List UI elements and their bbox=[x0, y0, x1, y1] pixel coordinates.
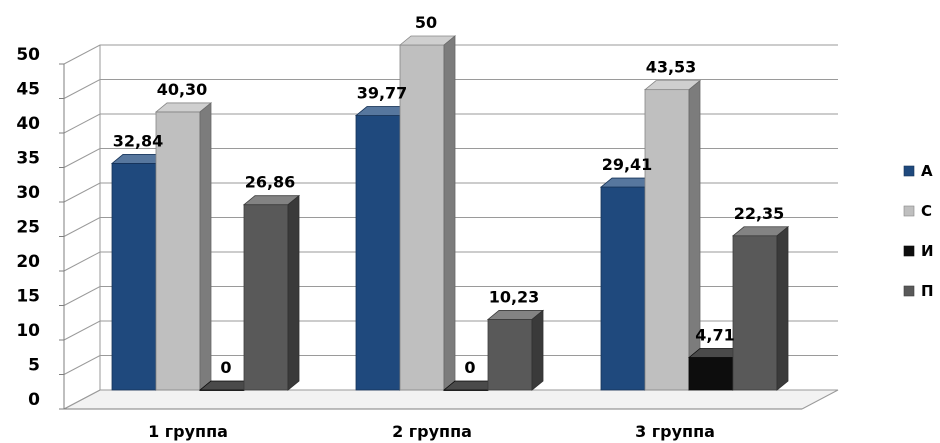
y-tick-label: 30 bbox=[16, 183, 40, 203]
data-labels: 32,84 40,30 0 26,86 39,77 50 0 10,23 29,41 43,53 4… bbox=[113, 13, 785, 377]
bar bbox=[154, 102, 213, 391]
gridlines bbox=[63, 44, 839, 410]
y-tick-label: 0 bbox=[28, 390, 40, 410]
y-tick-label: 40 bbox=[16, 114, 40, 134]
data-label: 29,41 bbox=[602, 155, 653, 174]
data-label: 32,84 bbox=[113, 131, 164, 150]
bar-front bbox=[111, 163, 157, 391]
bar-side bbox=[531, 309, 544, 391]
y-tick-label: 10 bbox=[16, 321, 40, 341]
bar-front bbox=[155, 111, 201, 391]
y-tick-label: 35 bbox=[16, 149, 40, 169]
data-label: 0 bbox=[220, 358, 231, 377]
bar bbox=[643, 79, 702, 391]
bar bbox=[242, 194, 301, 391]
floor bbox=[63, 389, 839, 410]
y-axis: 0 5 10 15 20 25 30 35 40 45 50 bbox=[16, 45, 802, 410]
legend-item: А bbox=[903, 162, 933, 180]
data-label: 4,71 bbox=[695, 326, 734, 345]
bar-front bbox=[487, 319, 533, 391]
legend-item: П bbox=[903, 282, 934, 300]
y-tick-label: 25 bbox=[16, 218, 40, 238]
bar-side bbox=[443, 35, 456, 391]
data-label: 39,77 bbox=[357, 84, 408, 103]
legend-swatch bbox=[903, 165, 915, 177]
bar-side bbox=[776, 225, 789, 391]
data-label: 10,23 bbox=[489, 287, 540, 306]
y-tick-label: 15 bbox=[16, 287, 40, 307]
legend-label: И bbox=[921, 242, 934, 260]
y-tick-label: 20 bbox=[16, 252, 40, 272]
data-label: 50 bbox=[415, 13, 437, 32]
bar-front bbox=[732, 235, 778, 391]
data-label: 26,86 bbox=[245, 173, 296, 192]
bar-front bbox=[243, 204, 289, 391]
bar-side bbox=[199, 102, 212, 391]
legend-item: С bbox=[903, 202, 932, 220]
data-label: 40,30 bbox=[157, 80, 208, 99]
legend-swatch bbox=[903, 245, 915, 257]
bar-front bbox=[399, 44, 445, 391]
bar bbox=[731, 225, 790, 391]
x-axis-labels: 1 группа 2 группа 3 группа bbox=[148, 422, 715, 441]
bar-front bbox=[355, 115, 401, 391]
data-label: 22,35 bbox=[734, 204, 785, 223]
y-tick-label: 45 bbox=[16, 80, 40, 100]
bar bbox=[486, 309, 545, 391]
bar bbox=[398, 35, 457, 391]
category-label: 1 группа bbox=[148, 422, 228, 441]
y-tick-label: 50 bbox=[16, 45, 40, 65]
legend-label: П bbox=[921, 282, 934, 300]
legend-swatch bbox=[903, 205, 915, 217]
legend-item: И bbox=[903, 242, 934, 260]
category-label: 2 группа bbox=[392, 422, 472, 441]
bars bbox=[110, 35, 790, 391]
bar-side bbox=[287, 194, 300, 391]
bar bbox=[442, 380, 501, 391]
bar-front bbox=[600, 186, 646, 391]
legend-swatch bbox=[903, 285, 915, 297]
legend: А С И П bbox=[903, 162, 934, 300]
y-tick-label: 5 bbox=[28, 356, 40, 376]
bar-front bbox=[688, 357, 734, 391]
bar bbox=[198, 380, 257, 391]
data-label: 43,53 bbox=[646, 58, 697, 77]
legend-label: А bbox=[921, 162, 933, 180]
legend-label: С bbox=[921, 202, 932, 220]
data-label: 0 bbox=[464, 358, 475, 377]
category-label: 3 группа bbox=[635, 422, 715, 441]
bar-front bbox=[644, 89, 690, 391]
